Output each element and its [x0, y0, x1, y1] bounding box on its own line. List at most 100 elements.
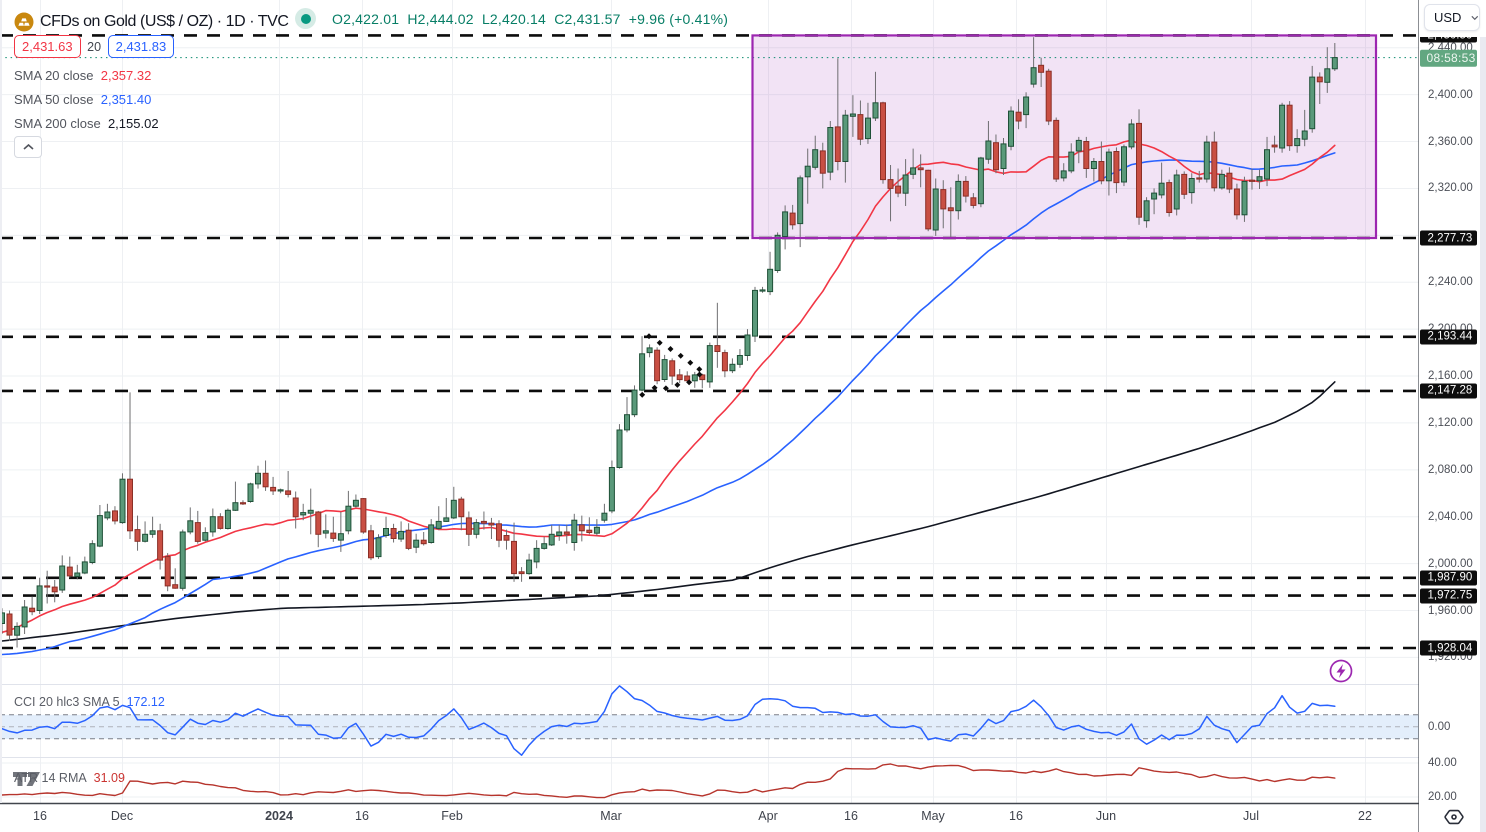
candle-body	[571, 519, 578, 544]
candle-body	[744, 334, 751, 356]
annotation-dot	[639, 391, 646, 398]
candle-body	[1211, 141, 1218, 189]
currency-label: USD	[1434, 10, 1462, 25]
candle-body	[44, 585, 51, 588]
candle-body	[74, 572, 81, 577]
price-tick-label: 2,080.00	[1428, 463, 1473, 476]
candle-body	[789, 212, 796, 226]
cci-tick-label: 0.00	[1428, 720, 1451, 733]
candle-body	[1188, 178, 1195, 194]
candle-body	[255, 472, 261, 485]
candle-body	[194, 522, 201, 542]
candle-body	[315, 511, 322, 535]
currency-dropdown[interactable]: USD	[1424, 4, 1480, 31]
atr-legend-row[interactable]: ATR 14 RMA 31.09	[14, 771, 125, 785]
candle-body	[209, 516, 216, 533]
candle-body	[1309, 76, 1316, 130]
candle-body	[917, 167, 924, 171]
candle-body	[752, 289, 758, 337]
candle-body	[812, 149, 819, 168]
candle-body	[887, 179, 894, 189]
candle-body	[1331, 57, 1338, 70]
candle-body	[819, 150, 826, 174]
candle-body	[1023, 96, 1030, 116]
price-level-tag: 2,193.44	[1419, 329, 1477, 345]
candle-body	[699, 374, 706, 381]
sma50-label: SMA 50 close	[14, 92, 94, 107]
label-value-spacer	[94, 68, 101, 83]
candle-body	[661, 359, 668, 381]
cci-value: 172.12	[126, 695, 165, 709]
candle-body	[202, 532, 209, 541]
candle-body	[526, 559, 533, 575]
candle-body	[993, 142, 999, 171]
candle-body	[217, 516, 224, 529]
candle-body	[398, 530, 405, 540]
candle-body	[14, 625, 21, 636]
candle-body	[488, 522, 495, 526]
price-tick-label: 2,040.00	[1428, 510, 1473, 523]
candle-body	[902, 174, 909, 194]
legend-sma200-row[interactable]: SMA 200 close 2,155.02	[14, 116, 159, 131]
candle-body	[413, 539, 420, 548]
candle-body	[127, 478, 133, 532]
candle-body	[1090, 161, 1097, 169]
legend-sma20-row[interactable]: SMA 20 close 2,357.32	[14, 68, 151, 83]
candle-body	[1249, 179, 1255, 182]
candle-body	[465, 517, 472, 535]
label-value-spacer	[87, 771, 94, 785]
candle-body	[1324, 68, 1331, 83]
legend-collapse-button[interactable]	[14, 136, 42, 158]
annotation-dot	[646, 333, 652, 340]
candle-body	[157, 530, 164, 561]
candle-body	[706, 345, 713, 383]
price-level-tag: 2,277.73	[1419, 230, 1477, 246]
atr-tick-label: 20.00	[1428, 791, 1457, 803]
market-status-icon[interactable]	[295, 8, 316, 29]
candle-body	[277, 489, 284, 492]
candle-body	[337, 533, 344, 541]
price-tick-label: 2,120.00	[1428, 416, 1473, 429]
time-axis-label: 16	[1009, 809, 1023, 823]
candle-body	[759, 289, 766, 292]
candle-body	[721, 352, 728, 372]
candle-body	[548, 533, 555, 546]
chevron-down-icon	[1471, 15, 1479, 21]
sma50-value: 2,351.40	[100, 92, 152, 107]
price-axis[interactable]: 2,440.00 2,400.00 2,360.00 2,320.00 2,240.00…	[1419, 0, 1480, 832]
candle-body	[134, 529, 141, 542]
candle-body	[533, 547, 540, 563]
candle-body	[224, 509, 231, 529]
candle-body	[96, 515, 103, 547]
sell-button[interactable]: 2,431.63	[14, 35, 81, 58]
candle-body	[1158, 182, 1165, 196]
price-scale-settings-icon[interactable]	[1444, 807, 1464, 827]
gold-bars-icon	[14, 12, 34, 31]
legend-sma50-row[interactable]: SMA 50 close 2,351.40	[14, 92, 151, 107]
candle-body	[624, 414, 630, 431]
label-value-spacer	[120, 695, 127, 709]
bar-countdown-tag: 08:58:53	[1419, 49, 1477, 67]
candle-body	[21, 606, 28, 628]
candle-body	[1271, 144, 1278, 148]
buy-button[interactable]: 2,431.83	[107, 35, 175, 58]
price-tick-label: 2,400.00	[1428, 88, 1473, 101]
cci-legend-row[interactable]: CCI 20 hlc3 SMA 5 172.12	[14, 695, 165, 709]
candle-body	[1121, 146, 1127, 183]
candle-body	[164, 556, 171, 587]
symbol-legend-row[interactable]: CFDs on Gold (US$ / OZ) · 1D · TVC	[14, 9, 289, 34]
time-axis-label: Feb	[441, 809, 463, 823]
candle-body	[89, 543, 96, 564]
candle-body	[1203, 141, 1210, 180]
candle-body	[1105, 151, 1112, 182]
candle-body	[1301, 130, 1308, 140]
annotation-dot	[687, 359, 694, 366]
candle-body	[586, 529, 593, 534]
candle-body	[1264, 149, 1270, 180]
symbol-title[interactable]: CFDs on Gold (US$ / OZ) · 1D · TVC	[40, 12, 289, 30]
trade-buttons-row: 2,431.63 20 2,431.83	[14, 35, 175, 58]
time-axis-label: 16	[355, 809, 369, 823]
label-value-spacer	[94, 92, 101, 107]
annotation-dot	[667, 346, 674, 352]
